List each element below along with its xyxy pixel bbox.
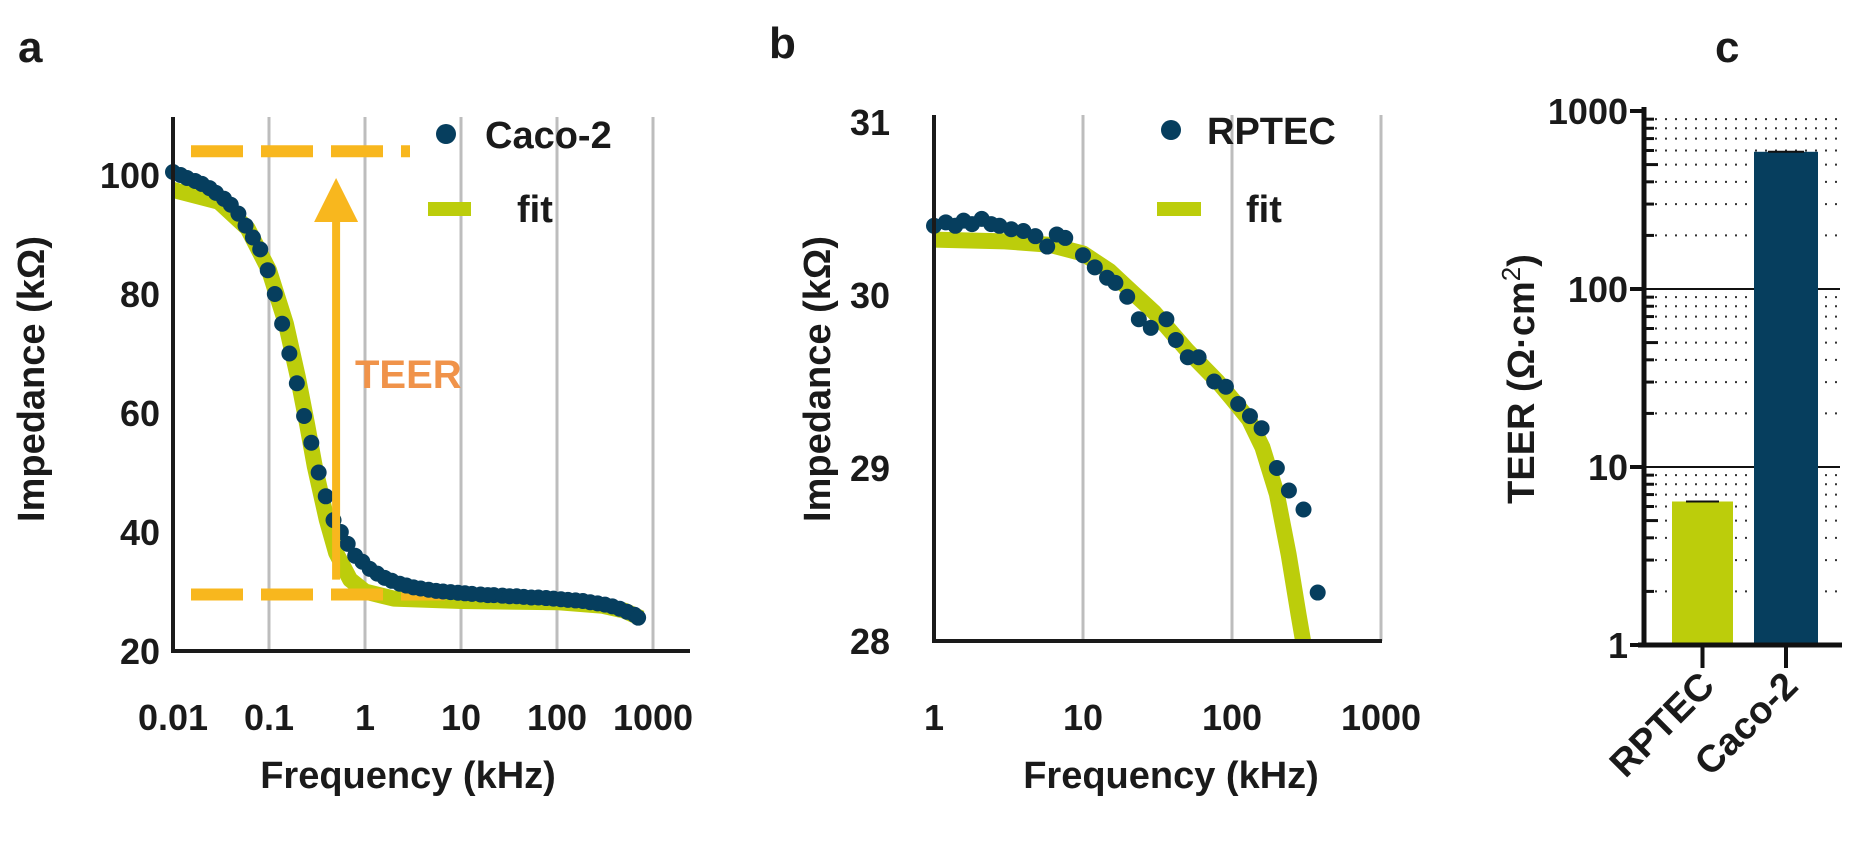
legend-label-fit-a: fit [517, 189, 553, 231]
panel-label-b: b [769, 19, 796, 68]
y-tick-label-b: 31 [850, 102, 890, 143]
data-point-rptec [1241, 408, 1258, 425]
y-tick-label-b: 29 [850, 448, 890, 489]
y-tick-label-b: 28 [850, 621, 890, 662]
data-point-rptec [1130, 311, 1147, 328]
data-point-caco2 [259, 262, 276, 279]
data-point-caco2 [296, 407, 313, 424]
y-tick-label-a: 100 [100, 155, 160, 196]
y-axis-title-c-main: TEER (Ω·cm [1501, 281, 1543, 504]
data-point-rptec [1027, 228, 1044, 245]
x-tick-label-a: 0.01 [138, 697, 208, 738]
data-point-caco2 [230, 205, 247, 222]
data-point-caco2 [252, 241, 269, 258]
data-point-caco2 [237, 217, 254, 234]
data-point-rptec [1086, 259, 1103, 276]
data-point-caco2 [630, 609, 647, 626]
y-axis-title-b: Impedance (kΩ) [797, 236, 839, 522]
fit-line-b [933, 231, 1311, 643]
x-tick-label-b: 1000 [1341, 697, 1421, 738]
x-tick-label-a: 1000 [613, 697, 693, 738]
legend-label-rptec: RPTEC [1207, 111, 1336, 153]
data-point-rptec [1039, 238, 1056, 255]
data-point-rptec [1253, 420, 1270, 437]
y-tick-label-b: 30 [850, 275, 890, 316]
data-point-caco2 [281, 345, 298, 362]
x-tick-label-a: 100 [527, 697, 587, 738]
panel-label-a: a [18, 23, 43, 72]
data-point-rptec [1295, 501, 1312, 518]
x-axis-title-a: Frequency (kHz) [260, 755, 556, 797]
data-point-rptec [1075, 247, 1091, 264]
data-point-rptec [1107, 274, 1124, 291]
teer-annotation: TEER [355, 353, 462, 397]
x-axis-title-b: Frequency (kHz) [1023, 755, 1319, 797]
y-axis-title-a: Impedance (kΩ) [11, 236, 53, 522]
legend-marker-caco2 [436, 124, 456, 144]
y-axis-title-c-sup: 2 [1496, 267, 1526, 281]
data-point-rptec [1280, 482, 1297, 499]
data-point-caco2 [274, 315, 291, 332]
bar-rptec [1672, 501, 1733, 645]
x-tick-label-b: 100 [1202, 697, 1262, 738]
y-tick-label-a: 20 [120, 631, 160, 672]
panel-label-c: c [1715, 23, 1739, 72]
y-tick-label-a: 60 [120, 393, 160, 434]
bar-caco-2 [1754, 151, 1818, 646]
data-point-rptec [1015, 222, 1032, 239]
y-axis-title-c: TEER (Ω·cm2) [1496, 254, 1543, 504]
y-axis-title-c-end: ) [1501, 254, 1543, 267]
data-point-rptec [1268, 460, 1285, 476]
data-point-rptec [1190, 349, 1207, 366]
data-point-rptec [1142, 319, 1159, 336]
y-tick-label-c: 1000 [1548, 91, 1628, 132]
data-point-caco2 [266, 286, 283, 302]
y-tick-label-a: 80 [120, 274, 160, 315]
fit-line-a [170, 182, 645, 626]
data-point-caco2 [244, 229, 261, 246]
data-point-rptec [1217, 378, 1234, 395]
data-point-caco2 [288, 375, 305, 392]
data-point-rptec [1119, 288, 1136, 305]
x-tick-label-a: 10 [441, 697, 481, 738]
teer-arrow-head [314, 178, 359, 222]
data-point-caco2 [317, 488, 334, 505]
data-point-rptec [1003, 221, 1020, 238]
legend-label-caco2: Caco-2 [485, 115, 612, 157]
legend-marker-rptec [1161, 120, 1181, 140]
y-tick-label-c: 100 [1568, 269, 1628, 310]
x-tick-label-a: 0.1 [244, 697, 294, 738]
data-point-rptec [1057, 229, 1074, 246]
data-point-rptec [1158, 311, 1175, 328]
data-point-caco2 [303, 434, 320, 451]
data-point-rptec [1309, 584, 1326, 601]
x-tick-label-b: 1 [924, 697, 944, 738]
data-point-rptec [1230, 395, 1247, 412]
data-point-caco2 [339, 535, 356, 552]
x-tick-label-b: 10 [1063, 697, 1103, 738]
legend-label-fit-b: fit [1246, 189, 1282, 231]
data-point-caco2 [310, 464, 327, 481]
y-tick-label-c: 1 [1608, 625, 1628, 666]
y-tick-label-c: 10 [1588, 447, 1628, 488]
x-tick-label-a: 1 [355, 697, 375, 738]
y-tick-label-a: 40 [120, 512, 160, 553]
data-point-rptec [1167, 331, 1184, 348]
